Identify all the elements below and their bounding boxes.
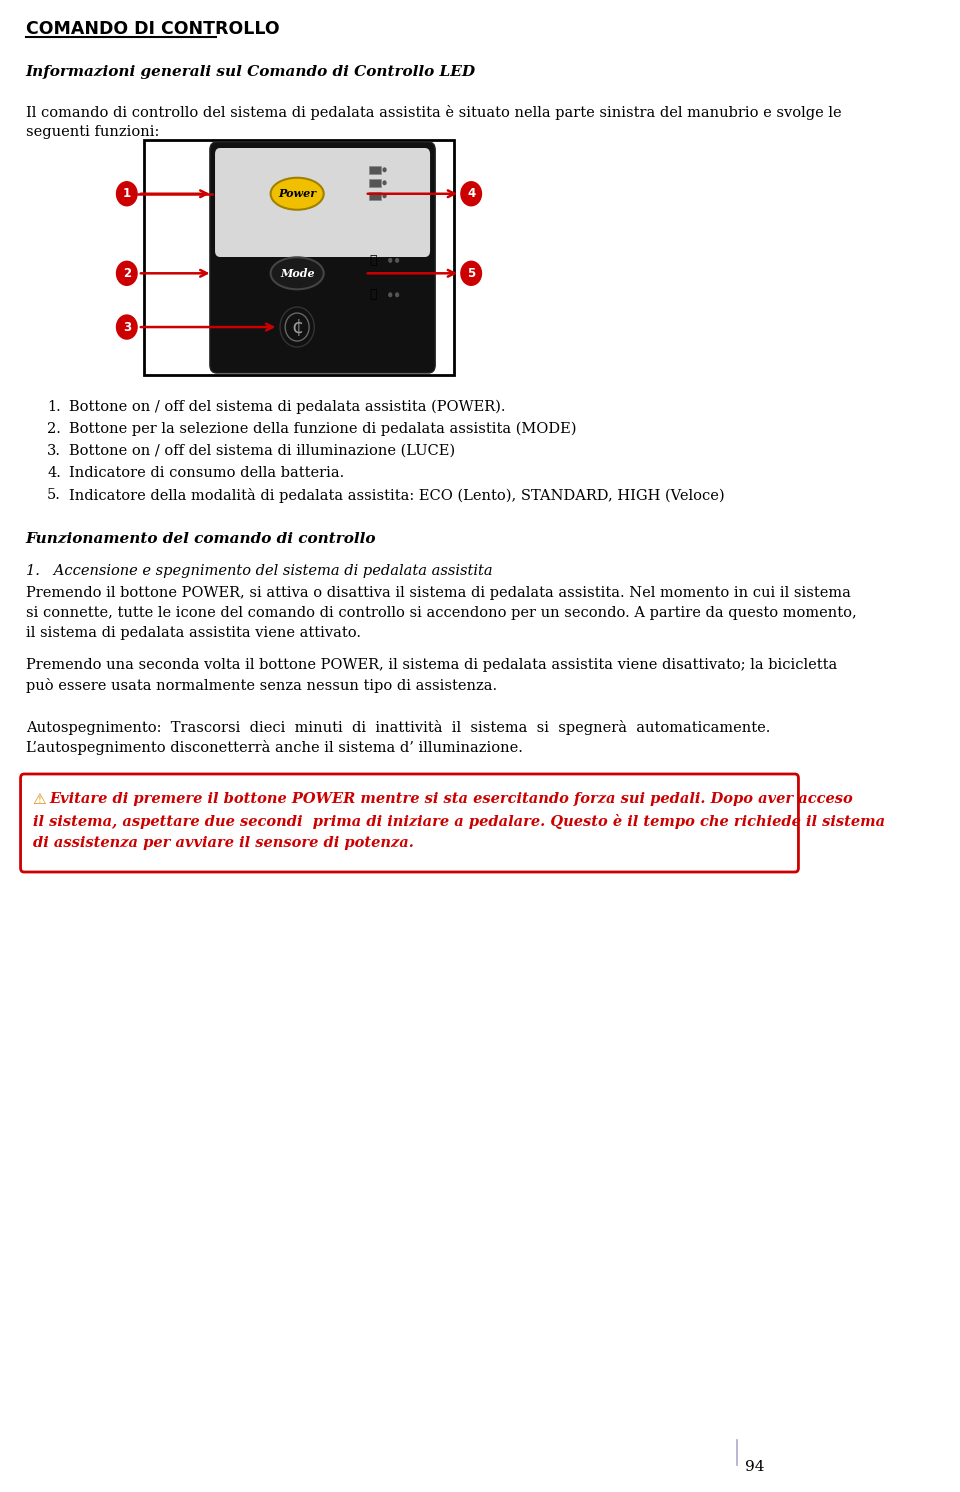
Text: L’autospegnimento disconetterrà anche il sistema d’ illuminazione.: L’autospegnimento disconetterrà anche il… xyxy=(26,740,522,755)
Bar xyxy=(369,166,381,173)
Circle shape xyxy=(116,182,137,206)
FancyBboxPatch shape xyxy=(215,148,430,257)
Circle shape xyxy=(388,258,393,263)
Circle shape xyxy=(116,315,137,339)
Bar xyxy=(369,179,381,186)
Text: il sistema di pedalata assistita viene attivato.: il sistema di pedalata assistita viene a… xyxy=(26,627,361,640)
Text: 1.   Accensione e spegnimento del sistema di pedalata assistita: 1. Accensione e spegnimento del sistema … xyxy=(26,564,492,577)
Bar xyxy=(369,192,381,200)
Text: Il comando di controllo del sistema di pedalata assistita è situato nella parte : Il comando di controllo del sistema di p… xyxy=(26,104,841,119)
Text: Mode: Mode xyxy=(279,267,315,279)
Text: 🐰: 🐰 xyxy=(370,288,377,301)
FancyBboxPatch shape xyxy=(144,140,454,374)
Circle shape xyxy=(382,194,387,198)
Text: 1.: 1. xyxy=(47,400,60,413)
Circle shape xyxy=(461,182,482,206)
Text: si connette, tutte le icone del comando di controllo si accendono per un secondo: si connette, tutte le icone del comando … xyxy=(26,606,856,621)
Text: COMANDO DI CONTROLLO: COMANDO DI CONTROLLO xyxy=(26,19,279,37)
Text: Autospegnimento:  Trascorsi  dieci  minuti  di  inattività  il  sistema  si  spe: Autospegnimento: Trascorsi dieci minuti … xyxy=(26,721,770,736)
Text: 🐢: 🐢 xyxy=(370,254,377,267)
Text: Bottone on / off del sistema di pedalata assistita (POWER).: Bottone on / off del sistema di pedalata… xyxy=(68,400,505,415)
Circle shape xyxy=(285,313,309,342)
Text: Bottone on / off del sistema di illuminazione (LUCE): Bottone on / off del sistema di illumina… xyxy=(68,445,455,458)
Text: di assistenza per avviare il sensore di potenza.: di assistenza per avviare il sensore di … xyxy=(33,836,414,850)
Text: Power: Power xyxy=(278,188,316,200)
Text: 4: 4 xyxy=(468,188,475,200)
Text: può essere usata normalmente senza nessun tipo di assistenza.: può essere usata normalmente senza nessu… xyxy=(26,677,497,692)
Circle shape xyxy=(395,258,399,263)
Circle shape xyxy=(388,292,393,297)
Text: ⚠: ⚠ xyxy=(33,792,46,807)
Text: Evitare di premere il bottone POWER mentre si sta esercitando forza sui pedali. : Evitare di premere il bottone POWER ment… xyxy=(50,792,853,806)
Circle shape xyxy=(116,261,137,285)
Text: Indicatore di consumo della batteria.: Indicatore di consumo della batteria. xyxy=(68,466,344,480)
Text: 1: 1 xyxy=(123,188,131,200)
Circle shape xyxy=(461,261,482,285)
Text: Bottone per la selezione della funzione di pedalata assistita (MODE): Bottone per la selezione della funzione … xyxy=(68,422,576,436)
Text: seguenti funzioni:: seguenti funzioni: xyxy=(26,125,159,139)
Text: ¢: ¢ xyxy=(291,318,303,337)
Text: Indicatore della modalità di pedalata assistita: ECO (Lento), STANDARD, HIGH (Ve: Indicatore della modalità di pedalata as… xyxy=(68,488,724,503)
Text: il sistema, aspettare due secondi  prima di iniziare a pedalare. Questo è il tem: il sistema, aspettare due secondi prima … xyxy=(33,815,885,830)
FancyBboxPatch shape xyxy=(210,142,435,373)
Circle shape xyxy=(280,307,314,348)
Text: Premendo il bottone POWER, si attiva o disattiva il sistema di pedalata assistit: Premendo il bottone POWER, si attiva o d… xyxy=(26,586,851,600)
Text: 2.: 2. xyxy=(47,422,61,436)
FancyBboxPatch shape xyxy=(20,774,799,871)
Text: Premendo una seconda volta il bottone POWER, il sistema di pedalata assistita vi: Premendo una seconda volta il bottone PO… xyxy=(26,658,837,671)
Text: 2: 2 xyxy=(123,267,131,280)
Ellipse shape xyxy=(271,257,324,289)
Circle shape xyxy=(395,292,399,297)
Text: Informazioni generali sul Comando di Controllo LED: Informazioni generali sul Comando di Con… xyxy=(26,66,476,79)
Text: 3: 3 xyxy=(123,321,131,334)
Ellipse shape xyxy=(271,178,324,210)
Text: 94: 94 xyxy=(745,1461,765,1474)
Circle shape xyxy=(382,167,387,172)
Text: Funzionamento del comando di controllo: Funzionamento del comando di controllo xyxy=(26,533,376,546)
Text: 3.: 3. xyxy=(47,445,61,458)
Text: 5.: 5. xyxy=(47,488,61,501)
Text: 4.: 4. xyxy=(47,466,61,480)
Text: 5: 5 xyxy=(468,267,475,280)
Circle shape xyxy=(382,181,387,185)
